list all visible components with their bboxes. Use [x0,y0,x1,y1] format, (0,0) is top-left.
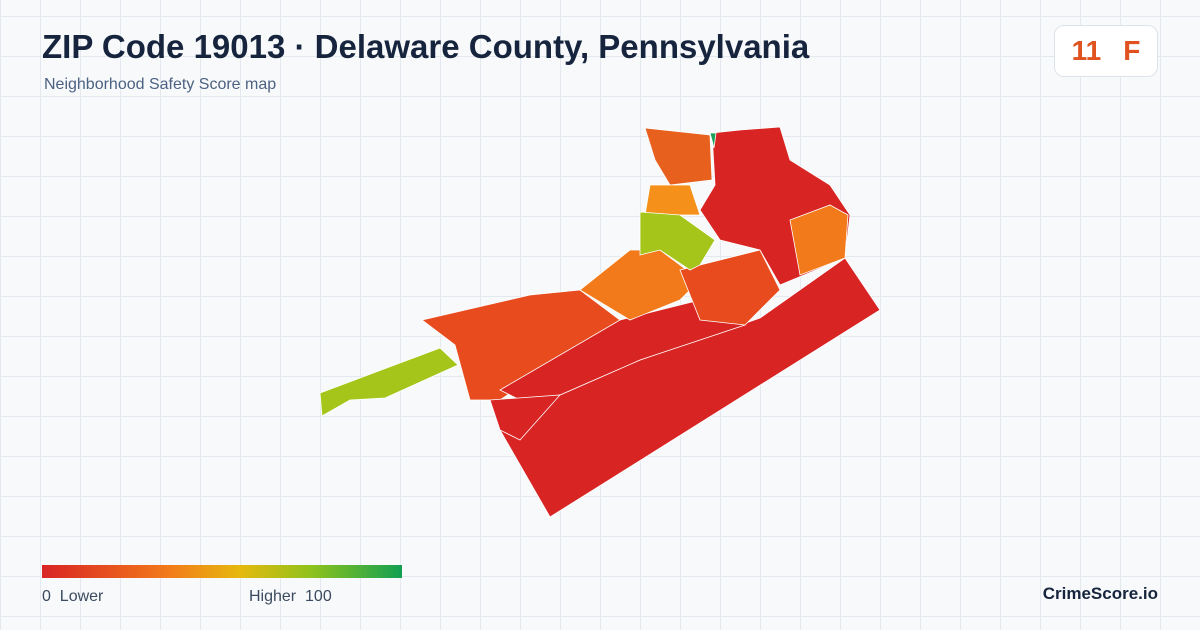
area [644,127,713,186]
title: ZIP Code 19013 · Delaware County, Pennsy… [42,28,810,65]
area [644,184,701,216]
area [319,347,459,417]
score-badge: 11 F [1054,25,1158,77]
area [679,249,781,326]
area [489,394,561,441]
area [709,132,717,149]
legend-min-label: Lower [59,588,104,605]
area [639,211,716,271]
score-value: 11 [1071,35,1102,66]
legend-min: 0 Lower [42,588,103,606]
score-grade: F [1123,35,1141,66]
legend-min-value: 0 [42,588,51,605]
legend-max-label: Higher [249,588,297,605]
legend-max-value: 100 [305,588,332,605]
subtitle: Neighborhood Safety Score map [44,76,277,93]
legend-max: Higher 100 [249,588,332,606]
area [789,204,849,276]
legend-gradient [42,565,402,578]
brand: CrimeScore.io [1042,584,1158,603]
